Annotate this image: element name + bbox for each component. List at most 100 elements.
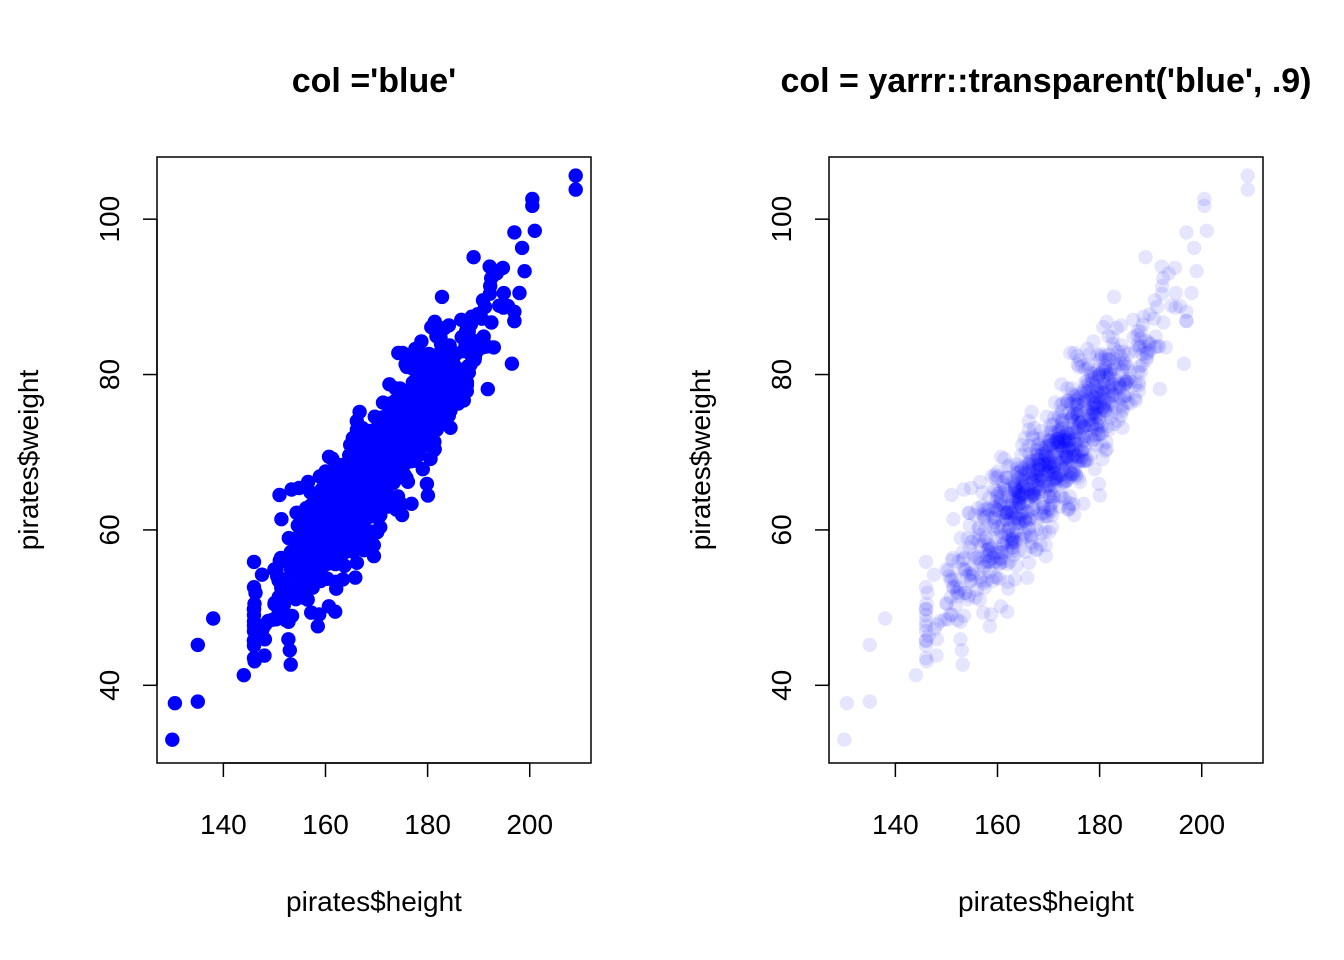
data-point	[1199, 223, 1215, 238]
data-point	[1011, 490, 1027, 505]
data-point	[1071, 419, 1086, 434]
data-point	[988, 554, 1003, 569]
data-point	[1009, 523, 1024, 538]
data-point	[1031, 477, 1046, 492]
data-point	[1117, 388, 1132, 403]
data-point	[1008, 481, 1023, 496]
data-point	[317, 530, 332, 545]
data-point	[1118, 375, 1133, 390]
data-point	[1000, 498, 1015, 513]
data-point	[1055, 443, 1070, 458]
data-point	[1107, 356, 1123, 371]
data-point	[1066, 507, 1082, 523]
data-point	[350, 512, 365, 527]
data-point	[1014, 482, 1029, 498]
data-point	[1085, 397, 1101, 412]
data-point	[1098, 443, 1113, 458]
data-point	[1139, 352, 1154, 367]
data-point	[1072, 389, 1087, 405]
data-point	[994, 529, 1009, 544]
data-point	[1057, 433, 1072, 448]
data-point	[1055, 430, 1070, 445]
data-point	[1095, 376, 1110, 391]
data-point	[986, 546, 1001, 561]
data-point	[1149, 299, 1165, 315]
data-point	[956, 608, 972, 624]
data-point	[496, 300, 511, 315]
data-point	[305, 580, 320, 595]
data-point	[321, 551, 336, 566]
data-point	[918, 580, 934, 595]
data-point	[1018, 514, 1034, 530]
data-point	[918, 633, 934, 649]
data-point	[919, 654, 934, 669]
data-point	[1059, 435, 1074, 451]
data-point	[1094, 386, 1110, 402]
data-point	[1076, 419, 1091, 434]
data-point	[1074, 414, 1090, 430]
data-point	[1081, 413, 1096, 428]
data-point	[1047, 458, 1062, 473]
data-point	[1023, 471, 1039, 486]
data-point	[1074, 443, 1089, 458]
data-point	[1055, 434, 1070, 449]
data-point	[933, 613, 948, 629]
data-point	[361, 473, 377, 488]
data-point	[1197, 198, 1212, 214]
data-point	[1085, 405, 1100, 420]
data-point	[1113, 318, 1129, 333]
data-point	[960, 592, 975, 607]
data-point	[1040, 466, 1055, 481]
data-point	[1086, 418, 1101, 433]
data-point	[353, 430, 369, 446]
data-point	[1042, 451, 1057, 466]
data-point	[1065, 449, 1080, 464]
data-point	[1051, 468, 1067, 483]
data-point	[1048, 471, 1063, 486]
data-point	[1008, 510, 1023, 525]
data-point	[976, 576, 991, 591]
data-point	[1069, 436, 1084, 452]
data-point	[1033, 506, 1049, 521]
data-point	[1028, 482, 1044, 498]
data-point	[1033, 462, 1048, 477]
data-point	[1049, 431, 1065, 447]
data-point	[1000, 574, 1015, 589]
data-point	[1002, 520, 1017, 536]
data-point	[1240, 182, 1255, 197]
data-point	[424, 361, 439, 376]
data-point	[1007, 479, 1023, 494]
data-point	[1062, 463, 1078, 478]
data-point	[1030, 442, 1045, 457]
data-point	[1068, 454, 1083, 469]
data-point	[433, 336, 449, 352]
data-point	[1067, 463, 1082, 478]
data-point	[989, 483, 1004, 498]
data-point	[989, 570, 1004, 585]
data-point	[427, 434, 442, 449]
data-point	[986, 555, 1001, 570]
data-point	[1111, 376, 1126, 392]
data-point	[1018, 466, 1034, 482]
data-point	[517, 264, 532, 279]
data-point	[1090, 422, 1105, 438]
data-point	[446, 356, 461, 371]
data-point	[1057, 429, 1073, 444]
data-point	[1088, 378, 1103, 394]
data-point	[1156, 315, 1171, 330]
data-point	[1011, 485, 1026, 500]
data-point	[292, 534, 307, 550]
data-point	[1100, 367, 1115, 383]
data-point	[1089, 383, 1105, 398]
data-point	[1049, 435, 1065, 450]
data-point	[1076, 383, 1092, 398]
data-point	[1025, 453, 1040, 469]
data-point	[989, 502, 1004, 517]
data-point	[1046, 466, 1061, 481]
data-point	[1101, 352, 1116, 367]
data-point	[1101, 384, 1116, 399]
data-point	[1152, 381, 1168, 397]
data-point	[1067, 429, 1083, 444]
data-point	[1012, 500, 1027, 515]
data-point	[1026, 484, 1041, 500]
